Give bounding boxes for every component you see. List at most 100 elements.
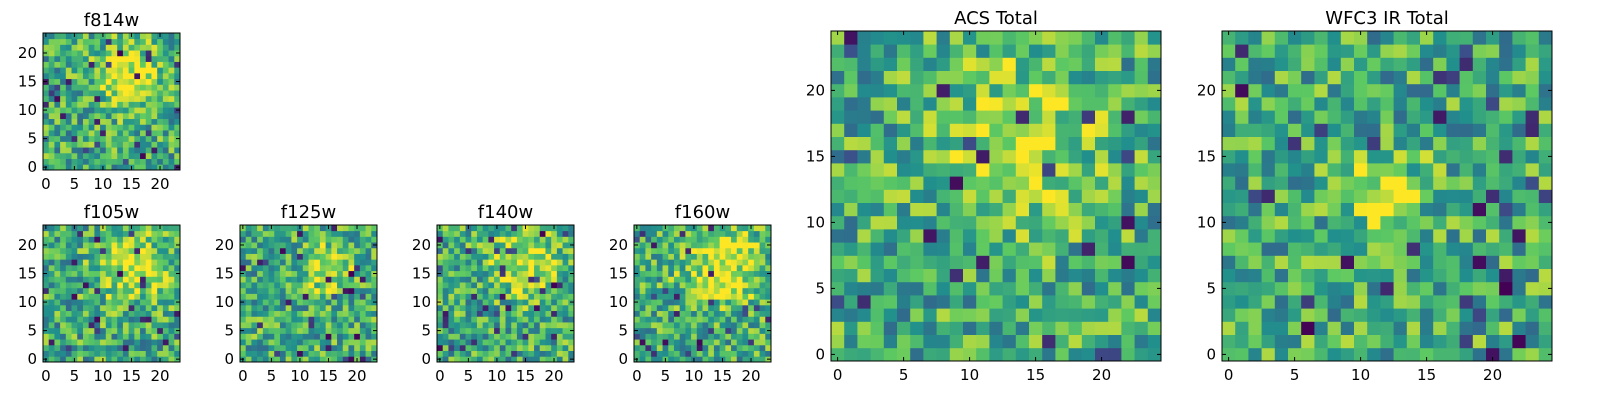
heatmap-cell: [494, 253, 501, 260]
heatmap-cell: [753, 270, 760, 277]
heatmap-cell: [140, 95, 147, 102]
heatmap-cell: [742, 299, 749, 306]
heatmap-cell: [43, 112, 50, 120]
heatmap-cell: [162, 339, 169, 346]
heatmap-cell: [494, 316, 501, 323]
heatmap-cell: [365, 350, 372, 357]
heatmap-cell: [43, 344, 50, 351]
heatmap-cell: [88, 50, 95, 57]
heatmap-cell: [71, 299, 78, 306]
heatmap-cell: [1121, 202, 1135, 217]
heatmap-cell: [365, 282, 372, 289]
heatmap-cell: [482, 322, 489, 329]
heatmap-cell: [870, 123, 885, 137]
heatmap-cell: [1015, 163, 1030, 177]
heatmap-cell: [371, 350, 378, 357]
heatmap-cell: [285, 322, 292, 329]
heatmap-cell: [1538, 281, 1553, 296]
heatmap-cell: [831, 163, 845, 177]
heatmap-cell: [471, 316, 478, 323]
heatmap-cell: [48, 124, 55, 131]
heatmap-cell: [140, 55, 147, 62]
heatmap-cell: [371, 293, 378, 300]
heatmap-cell: [65, 124, 72, 131]
heatmap-cell: [60, 44, 67, 51]
heatmap-cell: [1525, 189, 1540, 203]
heatmap-cell: [1354, 149, 1368, 164]
heatmap-cell: [140, 112, 147, 120]
heatmap-cell: [77, 107, 84, 114]
heatmap-cell: [454, 293, 461, 300]
heatmap-cell: [122, 130, 130, 137]
heatmap-cell: [128, 293, 135, 300]
heatmap-cell: [459, 333, 466, 340]
heatmap-cell: [910, 334, 924, 349]
heatmap-cell: [476, 344, 484, 351]
heatmap-cell: [251, 293, 258, 300]
heatmap-cell: [673, 299, 681, 306]
heatmap-cell: [1095, 44, 1109, 58]
heatmap-cell: [725, 339, 732, 346]
heatmap-cell: [274, 350, 281, 357]
heatmap-cell: [302, 304, 309, 312]
heatmap-cell: [54, 101, 61, 108]
heatmap-cell: [291, 253, 298, 260]
heatmap-cell: [471, 304, 478, 312]
heatmap-cell: [736, 230, 743, 237]
heatmap-cell: [257, 225, 264, 232]
heatmap-cell: [151, 61, 158, 68]
heatmap-cell: [651, 344, 658, 351]
heatmap-cell: [1095, 31, 1109, 45]
heatmap-cell: [639, 344, 646, 351]
heatmap-cell: [448, 350, 455, 357]
heatmap-cell: [539, 247, 546, 254]
heatmap-cell: [505, 310, 512, 317]
heatmap-cell: [43, 61, 50, 68]
x-tick-label: 5: [267, 367, 277, 385]
heatmap-cell: [285, 327, 292, 334]
heatmap-cell: [1042, 281, 1056, 296]
heatmap-cell: [77, 141, 84, 148]
heatmap-cell: [1222, 347, 1236, 362]
heatmap-cell: [1068, 321, 1083, 335]
heatmap-cell: [100, 141, 107, 148]
heatmap-cell: [511, 230, 518, 237]
y-tick-label: 15: [1197, 147, 1216, 165]
heatmap-cell: [1459, 176, 1474, 190]
heatmap-cell: [43, 316, 50, 323]
heatmap-cell: [1248, 110, 1262, 124]
y-tick-label: 5: [27, 130, 37, 148]
heatmap-cell: [60, 242, 67, 249]
heatmap-cell: [1459, 268, 1474, 283]
heatmap-cell: [1002, 229, 1017, 243]
heatmap-cell: [1121, 44, 1135, 58]
heatmap-cell: [1235, 255, 1249, 269]
heatmap-cell: [1314, 321, 1328, 335]
heatmap-cell: [442, 247, 449, 254]
heatmap-cell: [742, 236, 749, 243]
heatmap-cell: [459, 322, 466, 329]
heatmap-cell: [989, 242, 1003, 256]
heatmap-cell: [174, 344, 181, 351]
heatmap-cell: [923, 308, 937, 322]
heatmap-cell: [1446, 189, 1460, 203]
heatmap-cell: [1327, 189, 1342, 203]
heatmap-cell: [1459, 97, 1474, 111]
heatmap-cell: [494, 333, 501, 340]
heatmap-cell: [459, 236, 466, 243]
heatmap-cell: [331, 242, 338, 249]
heatmap-cell: [337, 230, 344, 237]
heatmap-cell: [82, 152, 90, 159]
heatmap-cell: [157, 253, 164, 260]
heatmap-cell: [174, 95, 181, 102]
heatmap-cell: [1499, 136, 1513, 151]
heatmap-cell: [1538, 347, 1553, 362]
heatmap-cell: [673, 282, 681, 289]
heatmap-cell: [516, 350, 524, 357]
heatmap-cell: [989, 44, 1003, 58]
heatmap-cell: [708, 310, 715, 317]
heatmap-cell: [691, 230, 698, 237]
heatmap-cell: [471, 333, 478, 340]
heatmap-cell: [65, 50, 72, 57]
heatmap-cell: [753, 310, 760, 317]
